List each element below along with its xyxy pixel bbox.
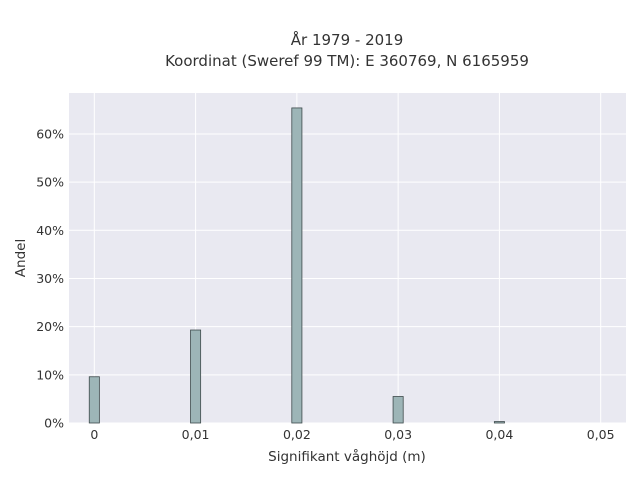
x-axis-ticks: 0 0,01 0,02 0,03 0,04 0,05 [90,427,614,442]
x-tick-label: 0,03 [384,427,412,442]
y-axis-title: Andel [13,239,29,277]
y-tick-label: 30% [36,271,64,286]
plot-area [69,93,626,423]
x-tick-label: 0,02 [283,427,311,442]
grid-lines [69,93,626,424]
y-tick-label: 60% [36,126,64,141]
x-tick-label: 0,05 [587,427,615,442]
bar [493,421,505,424]
chart-title-line-2: Koordinat (Sweref 99 TM): E 360769, N 61… [165,52,529,70]
y-tick-label: 0% [44,416,64,431]
bar [291,107,303,424]
y-tick-label: 50% [36,175,64,190]
bar [392,396,404,424]
bar [88,376,100,424]
chart-title-line-1: År 1979 - 2019 [291,30,404,49]
x-axis-title: Signifikant våghöjd (m) [268,448,426,465]
y-tick-label: 10% [36,367,64,382]
y-axis-ticks: 0% 10% 20% 30% 40% 50% 60% [36,126,64,430]
x-tick-label: 0,04 [485,427,513,442]
bar [190,329,202,424]
x-tick-label: 0 [90,427,98,442]
bars [88,107,505,424]
x-tick-label: 0,01 [182,427,210,442]
y-tick-label: 40% [36,223,64,238]
y-tick-label: 20% [36,319,64,334]
